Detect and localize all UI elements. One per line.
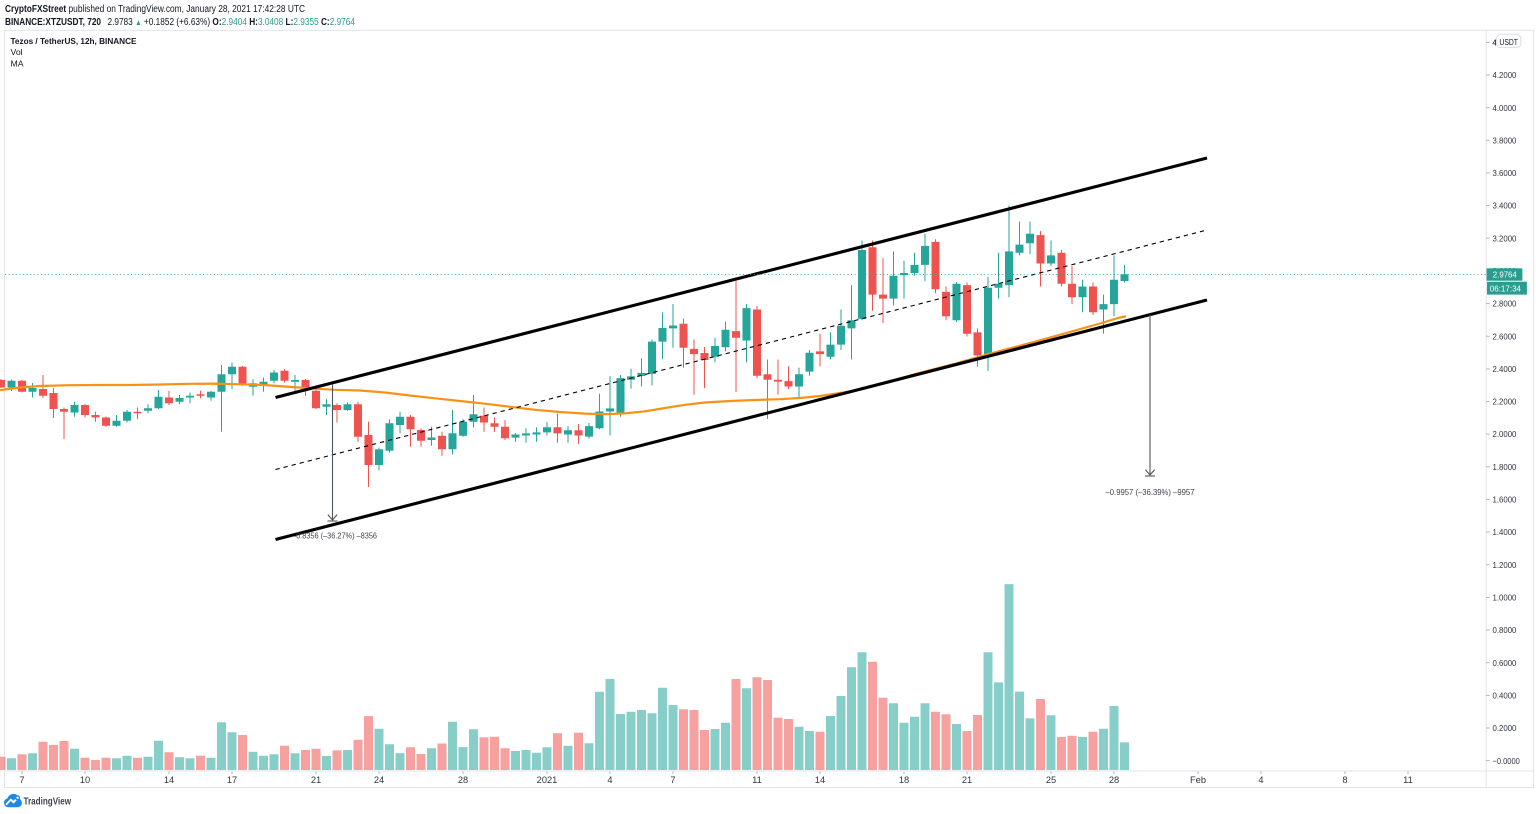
svg-text:28: 28: [1109, 775, 1119, 785]
svg-text:2.2000: 2.2000: [1493, 397, 1517, 407]
svg-text:–0.8356 (–36.27%) –8356: –0.8356 (–36.27%) –8356: [292, 531, 377, 540]
svg-text:1.2000: 1.2000: [1493, 560, 1517, 570]
svg-text:11: 11: [1403, 775, 1413, 785]
svg-text:3.4000: 3.4000: [1493, 201, 1517, 211]
svg-text:1.8000: 1.8000: [1493, 462, 1517, 472]
svg-text:4.2000: 4.2000: [1493, 70, 1517, 80]
svg-text:0.4000: 0.4000: [1493, 691, 1517, 701]
svg-text:0.6000: 0.6000: [1493, 658, 1517, 668]
svg-text:−0.0000: −0.0000: [1493, 756, 1521, 766]
svg-text:4: 4: [1258, 775, 1263, 785]
svg-text:8: 8: [1342, 775, 1347, 785]
svg-text:06:17:34: 06:17:34: [1490, 285, 1522, 294]
svg-text:MA: MA: [11, 58, 24, 68]
svg-text:28: 28: [458, 775, 468, 785]
svg-text:25: 25: [1046, 775, 1056, 785]
svg-text:7: 7: [670, 775, 675, 785]
svg-text:BINANCE:XTZUSDT, 720 2.9783 ▲: BINANCE:XTZUSDT, 720 2.9783 ▲ +0.1852 (+…: [5, 17, 355, 28]
svg-text:11: 11: [752, 775, 762, 785]
svg-text:CryptoFXStreet published on Tr: CryptoFXStreet published on TradingView.…: [5, 4, 305, 15]
svg-text:3.2000: 3.2000: [1493, 233, 1517, 243]
svg-text:–0.9957 (–36.39%) –9957: –0.9957 (–36.39%) –9957: [1106, 488, 1196, 497]
svg-text:17: 17: [227, 775, 237, 785]
svg-text:14: 14: [815, 775, 825, 785]
svg-text:Tezos / TetherUS, 12h, BINANCE: Tezos / TetherUS, 12h, BINANCE: [11, 36, 137, 46]
svg-text:0.2000: 0.2000: [1493, 723, 1517, 733]
svg-text:TradingView: TradingView: [24, 796, 72, 808]
svg-text:2.4000: 2.4000: [1493, 364, 1517, 374]
svg-text:21: 21: [962, 775, 972, 785]
svg-text:2.9764: 2.9764: [1493, 271, 1518, 280]
svg-text:2.0000: 2.0000: [1493, 429, 1517, 439]
svg-text:1.4000: 1.4000: [1493, 527, 1517, 537]
svg-text:Feb: Feb: [1190, 775, 1206, 785]
svg-text:USDT: USDT: [1499, 38, 1518, 47]
svg-text:4.0000: 4.0000: [1493, 103, 1517, 113]
svg-text:Vol: Vol: [11, 47, 23, 57]
svg-text:3.6000: 3.6000: [1493, 168, 1517, 178]
svg-text:1.6000: 1.6000: [1493, 495, 1517, 505]
svg-text:2021: 2021: [537, 775, 558, 785]
svg-text:2.6000: 2.6000: [1493, 331, 1517, 341]
svg-text:24: 24: [374, 775, 384, 785]
svg-text:10: 10: [80, 775, 90, 785]
svg-text:14: 14: [164, 775, 174, 785]
svg-text:1.0000: 1.0000: [1493, 593, 1517, 603]
svg-text:3.8000: 3.8000: [1493, 135, 1517, 145]
svg-text:21: 21: [311, 775, 321, 785]
svg-text:7: 7: [19, 775, 24, 785]
svg-text:2.8000: 2.8000: [1493, 299, 1517, 309]
svg-text:0.8000: 0.8000: [1493, 625, 1517, 635]
svg-text:4: 4: [607, 775, 612, 785]
svg-text:18: 18: [899, 775, 909, 785]
